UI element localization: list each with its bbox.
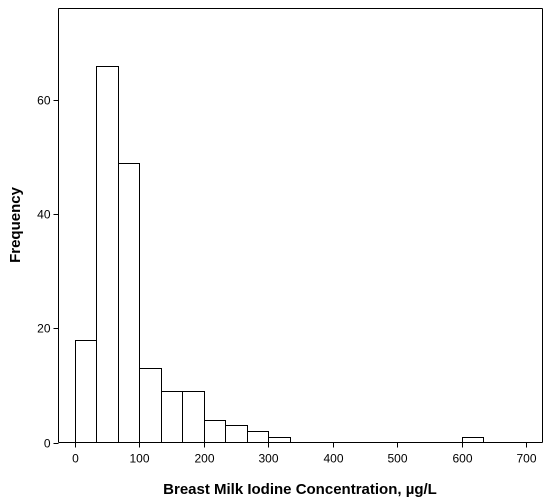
y-tick-label-20: 20 [37,322,51,336]
x-tick-label-400: 400 [323,452,343,466]
y-axis-ticks: 0 20 40 60 [37,94,59,451]
histogram-bar-6 [204,420,226,443]
histogram-bar-8 [247,431,269,443]
bars-group [75,66,484,443]
x-tick-label-700: 700 [516,452,536,466]
histogram-bar-4 [161,391,183,443]
x-tick-label-600: 600 [452,452,472,466]
y-axis-title: Frequency [7,186,24,263]
histogram-bar-10 [462,437,484,443]
y-tick-label-40: 40 [37,208,51,222]
y-tick-label-0: 0 [44,437,51,451]
x-tick-label-500: 500 [387,452,407,466]
x-tick-label-300: 300 [258,452,278,466]
histogram-bar-0 [75,340,97,443]
histogram-bar-9 [268,437,291,443]
histogram-bar-3 [139,368,162,443]
x-tick-label-200: 200 [194,452,214,466]
histogram-bar-2 [118,163,140,443]
x-axis-title: Breast Milk Iodine Concentration, µg/L [163,481,437,498]
histogram-bar-7 [225,425,248,443]
y-tick-label-60: 60 [37,94,51,108]
histogram-bar-1 [96,66,119,443]
x-tick-label-0: 0 [72,452,79,466]
x-axis-ticks: 0 100 200 300 400 500 600 700 [72,442,537,466]
histogram-bar-5 [182,391,205,443]
x-tick-label-100: 100 [129,452,149,466]
